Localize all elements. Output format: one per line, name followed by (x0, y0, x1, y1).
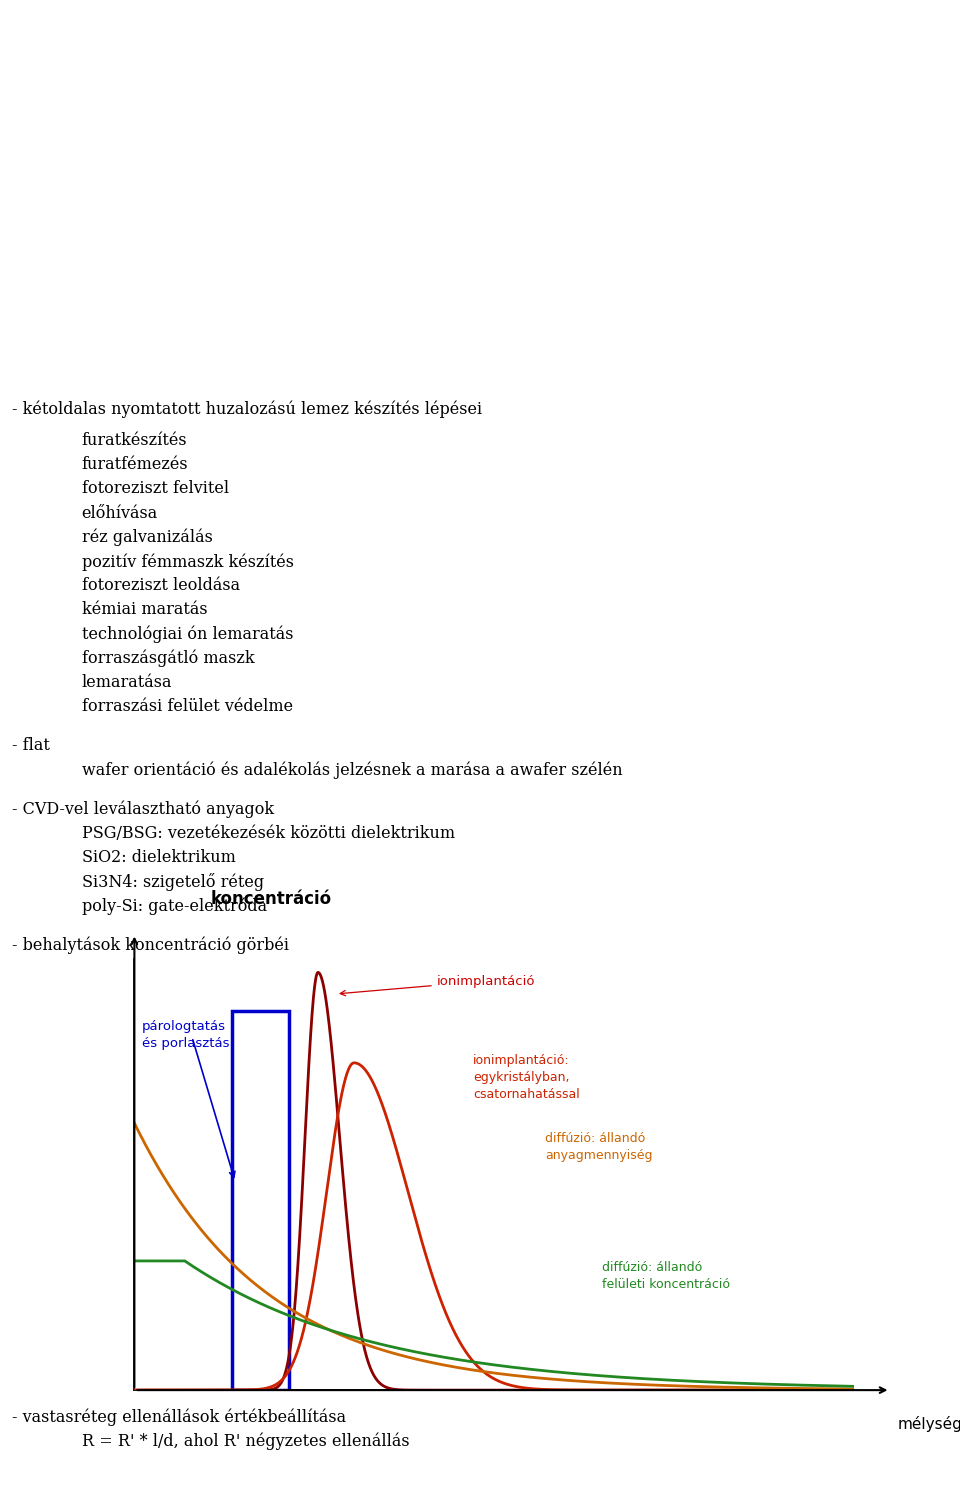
Text: Si3N4: szigetelő réteg: Si3N4: szigetelő réteg (82, 873, 264, 891)
Text: PSG/BSG: vezetékezésék közötti dielektrikum: PSG/BSG: vezetékezésék közötti dielektri… (82, 825, 455, 842)
Text: - flat: - flat (12, 737, 49, 754)
Text: koncentráció: koncentráció (210, 890, 332, 908)
Text: pozitív fémmaszk készítés: pozitív fémmaszk készítés (82, 553, 294, 571)
Text: fotoreziszt leoldása: fotoreziszt leoldása (82, 577, 240, 594)
Text: wafer orientáció és adalékolás jelzésnek a marása a awafer szélén: wafer orientáció és adalékolás jelzésnek… (82, 762, 622, 780)
Text: poly-Si: gate-elektróda: poly-Si: gate-elektróda (82, 898, 267, 916)
Text: - CVD-vel leválasztható anyagok: - CVD-vel leválasztható anyagok (12, 801, 274, 819)
Text: réz galvanizálás: réz galvanizálás (82, 529, 212, 547)
Text: forraszási felület védelme: forraszási felület védelme (82, 698, 293, 715)
Text: - vastasréteg ellenállások értékbeállítása: - vastasréteg ellenállások értékbeállítá… (12, 1408, 346, 1426)
Text: fotoreziszt felvitel: fotoreziszt felvitel (82, 480, 228, 497)
Text: furatkészítés: furatkészítés (82, 432, 187, 449)
Text: előhívása: előhívása (82, 505, 157, 521)
Text: - behalytások koncentráció görbéi: - behalytások koncentráció görbéi (12, 937, 289, 955)
Text: ionimplantáció:
egykristályban,
csatornahatással: ionimplantáció: egykristályban, csatorna… (472, 1055, 580, 1102)
Text: diffúzió: állandó
felületi koncentráció: diffúzió: állandó felületi koncentráció (603, 1260, 731, 1290)
Text: SiO2: dielektrikum: SiO2: dielektrikum (82, 849, 235, 866)
Text: kémiai maratás: kémiai maratás (82, 601, 207, 618)
Text: furatfémezés: furatfémezés (82, 456, 188, 473)
Text: diffúzió: állandó
anyagmennyiség: diffúzió: állandó anyagmennyiség (544, 1132, 652, 1162)
Text: forraszásgátló maszk: forraszásgátló maszk (82, 650, 254, 668)
Text: technológiai ón lemaratás: technológiai ón lemaratás (82, 626, 293, 644)
Text: - kétoldalas nyomtatott huzalozású lemez készítés lépései: - kétoldalas nyomtatott huzalozású lemez… (12, 400, 482, 419)
Text: lemaratása: lemaratása (82, 674, 172, 691)
Text: párologtatás
és porlasztás: párologtatás és porlasztás (142, 1020, 229, 1050)
Text: R = R' * l/d, ahol R' négyzetes ellenállás: R = R' * l/d, ahol R' négyzetes ellenáll… (82, 1432, 409, 1451)
Bar (231, 1011, 289, 1390)
Text: mélység: mélység (898, 1416, 960, 1432)
Text: ionimplantáció: ionimplantáció (340, 975, 536, 996)
